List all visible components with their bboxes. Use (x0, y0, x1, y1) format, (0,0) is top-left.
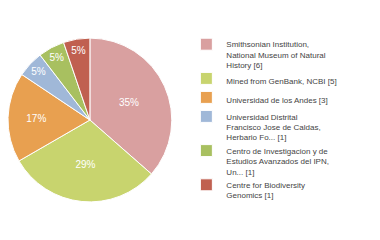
svg-text:5%: 5% (31, 66, 46, 77)
svg-text:5%: 5% (49, 52, 64, 63)
svg-text:Centre for BiodiversityGenomic: Centre for BiodiversityGenomics [1] (226, 181, 305, 200)
svg-text:35%: 35% (119, 97, 139, 108)
svg-text:Universidad de los Andes [3]: Universidad de los Andes [3] (226, 96, 327, 105)
svg-text:17%: 17% (26, 113, 46, 124)
svg-text:Smithsonian Institution,Nation: Smithsonian Institution,National Museum … (226, 40, 325, 70)
svg-text:Universidad DistritalFrancisco: Universidad DistritalFrancisco Jose de C… (226, 113, 320, 143)
svg-text:29%: 29% (75, 159, 95, 170)
svg-text:5%: 5% (71, 45, 86, 56)
svg-text:Mined from GenBank, NCBI [5]: Mined from GenBank, NCBI [5] (226, 77, 336, 86)
svg-text:Centro de Investigacion y deEs: Centro de Investigacion y deEstudios Ava… (226, 147, 329, 177)
